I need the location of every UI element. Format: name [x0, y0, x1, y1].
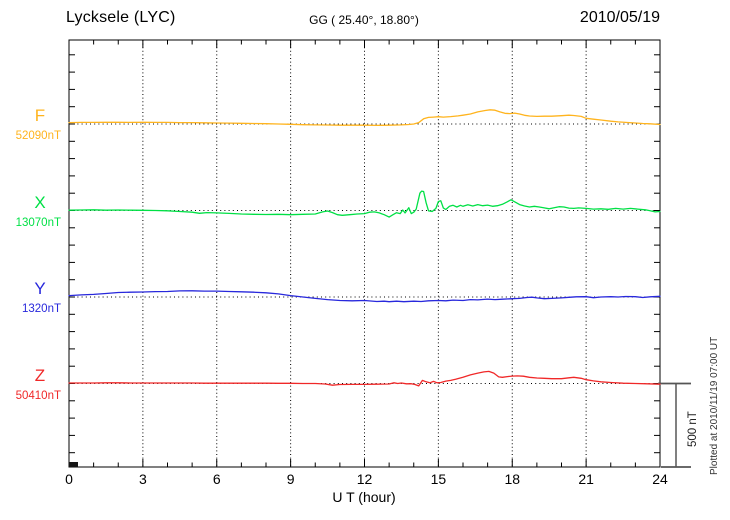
component-label-y: Y [34, 279, 46, 298]
component-baseline-y: 1320nT [21, 303, 61, 315]
x-axis-title: U T (hour) [332, 489, 396, 505]
hour-label-24: 24 [652, 471, 668, 487]
plot-frame [68, 39, 661, 468]
component-baseline-z: 50410nT [15, 390, 61, 402]
trace-x [68, 190, 661, 218]
hour-label-18: 18 [504, 471, 521, 487]
trace-f [68, 109, 661, 127]
plot-date: 2010/05/19 [579, 9, 660, 26]
component-label-f: F [34, 106, 46, 125]
component-label-z: Z [34, 366, 46, 385]
origin-corner-mark [69, 462, 78, 467]
scale-bar-label: 500 nT [687, 411, 699, 447]
hour-label-3: 3 [138, 471, 147, 487]
hour-label-6: 6 [212, 471, 221, 487]
hour-label-21: 21 [578, 471, 594, 487]
component-baseline-f: 52090nT [15, 130, 61, 142]
geographic-coordinates: GG ( 25.40°, 18.80°) [309, 13, 419, 27]
trace-z [68, 370, 661, 387]
hour-label-0: 0 [65, 471, 73, 487]
trace-y [68, 290, 661, 303]
hour-label-15: 15 [430, 471, 447, 487]
station-title: Lycksele (LYC) [66, 9, 176, 26]
hour-label-12: 12 [356, 471, 373, 487]
hour-label-9: 9 [286, 471, 295, 487]
component-label-x: X [34, 193, 46, 212]
plotted-at-note: Plotted at 2010/11/19 07:00 UT [709, 336, 720, 475]
component-baseline-x: 13070nT [15, 217, 61, 229]
